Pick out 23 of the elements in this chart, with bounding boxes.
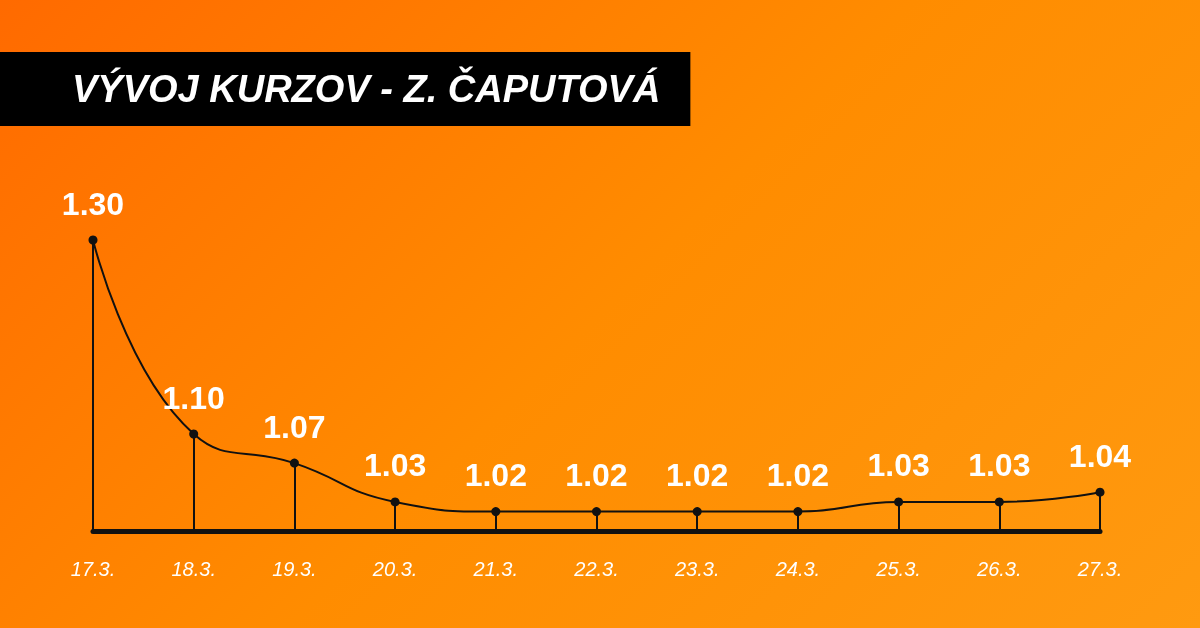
x-tick-label: 19.3. (272, 558, 317, 580)
x-tick-label: 25.3. (875, 558, 921, 580)
x-tick-label: 27.3. (1076, 558, 1123, 580)
data-label: 1.07 (263, 408, 326, 445)
data-label: 1.02 (666, 457, 729, 494)
x-tick-label: 22.3. (573, 558, 619, 580)
x-tick-label: 26.3. (976, 558, 1022, 580)
data-label: 1.02 (565, 457, 628, 494)
data-label: 1.02 (464, 457, 527, 494)
x-tick-label: 20.3. (371, 558, 418, 580)
chart-title: VÝVOJ KURZOV - Z. ČAPUTOVÁ (72, 66, 661, 110)
data-label: 1.03 (968, 447, 1031, 484)
data-label: 1.04 (1068, 437, 1132, 474)
data-label: 1.02 (766, 457, 830, 494)
data-label: 1.10 (162, 379, 225, 416)
data-label: 1.03 (867, 447, 930, 484)
x-tick-label: 24.3. (774, 558, 821, 580)
x-tick-label: 23.3. (673, 558, 720, 580)
data-label: 1.03 (363, 447, 427, 484)
x-tick-label: 17.3. (70, 558, 116, 580)
data-label: 1.30 (61, 185, 125, 222)
x-tick-label: 21.3. (472, 558, 519, 580)
x-tick-label: 18.3. (171, 558, 216, 580)
